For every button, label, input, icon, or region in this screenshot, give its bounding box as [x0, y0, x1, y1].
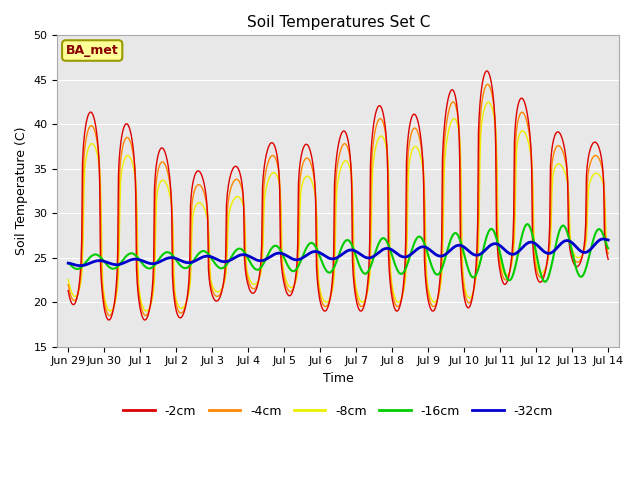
X-axis label: Time: Time: [323, 372, 353, 385]
Title: Soil Temperatures Set C: Soil Temperatures Set C: [246, 15, 430, 30]
Text: BA_met: BA_met: [66, 44, 118, 57]
Y-axis label: Soil Temperature (C): Soil Temperature (C): [15, 127, 28, 255]
Legend: -2cm, -4cm, -8cm, -16cm, -32cm: -2cm, -4cm, -8cm, -16cm, -32cm: [118, 400, 558, 423]
